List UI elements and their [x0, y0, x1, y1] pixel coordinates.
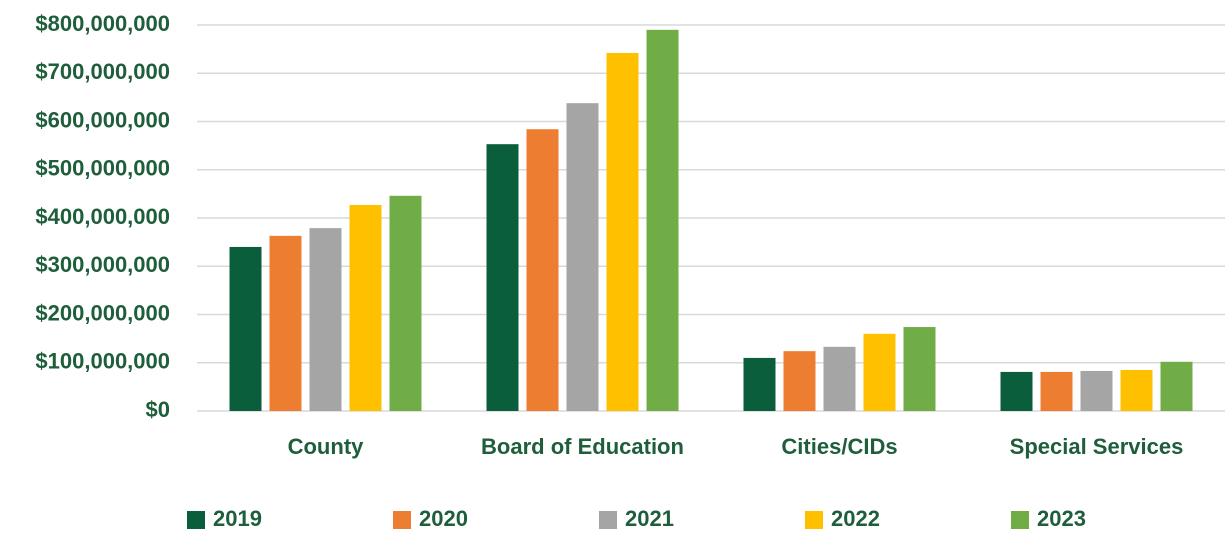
bar: [389, 195, 422, 411]
legend-swatch: [805, 511, 823, 529]
bar: [646, 29, 679, 411]
y-tick-label: $200,000,000: [35, 300, 170, 325]
x-tick-label: Board of Education: [481, 434, 684, 459]
legend-label: 2019: [213, 506, 262, 531]
y-tick-label: $400,000,000: [35, 204, 170, 229]
x-tick-label: Special Services: [1010, 434, 1184, 459]
bar: [486, 144, 519, 412]
bar: [743, 357, 776, 411]
y-tick-label: $600,000,000: [35, 107, 170, 132]
legend-swatch: [1011, 511, 1029, 529]
bar: [1160, 361, 1193, 411]
bar: [1040, 371, 1073, 411]
y-tick-label: $500,000,000: [35, 156, 170, 181]
legend-swatch: [187, 511, 205, 529]
x-tick-label: County: [288, 434, 365, 459]
bar: [823, 346, 856, 411]
legend-swatch: [599, 511, 617, 529]
bar: [229, 246, 262, 411]
legend-swatch: [393, 511, 411, 529]
y-tick-label: $700,000,000: [35, 59, 170, 84]
bar: [526, 129, 559, 411]
y-tick-label: $0: [146, 397, 170, 422]
bar: [606, 52, 639, 412]
legend-label: 2021: [625, 506, 674, 531]
bar: [269, 235, 302, 411]
bar: [1000, 371, 1033, 411]
bar: [349, 204, 382, 411]
y-tick-label: $100,000,000: [35, 349, 170, 374]
bar: [903, 327, 936, 411]
bar: [566, 103, 599, 411]
bar: [309, 228, 342, 411]
legend-label: 2020: [419, 506, 468, 531]
bar: [863, 333, 896, 411]
x-tick-label: Cities/CIDs: [781, 434, 897, 459]
bar: [783, 351, 816, 411]
y-tick-label: $300,000,000: [35, 252, 170, 277]
bar: [1120, 369, 1153, 411]
bar: [1080, 370, 1113, 411]
legend-label: 2023: [1037, 506, 1086, 531]
legend-label: 2022: [831, 506, 880, 531]
y-tick-label: $800,000,000: [35, 11, 170, 36]
